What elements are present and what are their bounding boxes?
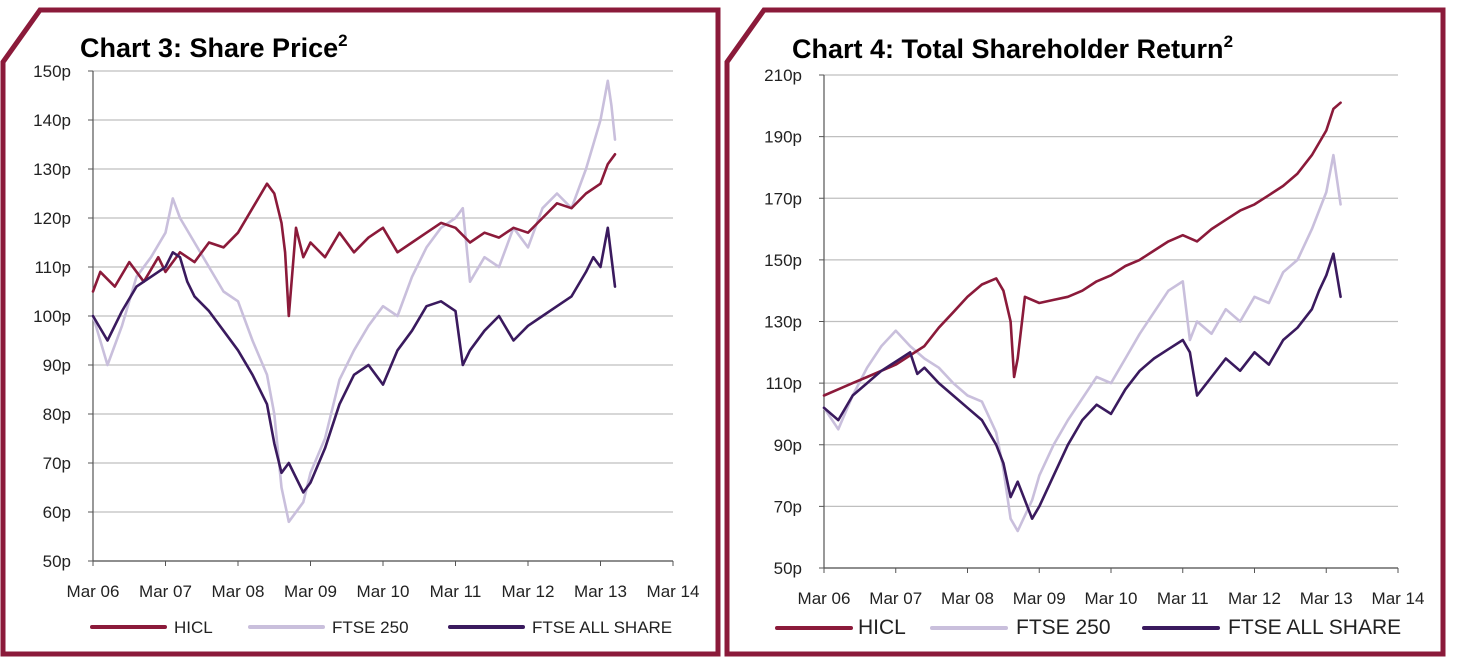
- y-tick-label: 90p: [43, 356, 71, 375]
- share-price-chart: Chart 3: Share Price2 50p 60p 70p 80p 90p 100p…: [0, 7, 721, 657]
- chart-3-panel: Chart 3: Share Price2 50p 60p 70p 80p 90p 100p…: [0, 0, 722, 665]
- x-tick-label: Mar 09: [284, 582, 337, 601]
- chart-frame: [724, 7, 1446, 657]
- y-tick-label: 70p: [774, 497, 802, 516]
- y-tick-label: 80p: [43, 405, 71, 424]
- series-line-hicl: [91, 153, 617, 318]
- y-tick-label: 50p: [43, 552, 71, 571]
- y-tick-label: 70p: [43, 454, 71, 473]
- x-tick-label: Mar 07: [139, 582, 192, 601]
- y-tick-label: 140p: [33, 111, 71, 130]
- x-tick-label: Mar 08: [212, 582, 265, 601]
- y-tick-label: 60p: [43, 503, 71, 522]
- chart-4-panel: Chart 4: Total Shareholder Return2 50p 70p…: [724, 0, 1462, 665]
- y-tick-label: 190p: [764, 128, 802, 147]
- x-tick-label: Mar 14: [647, 582, 700, 601]
- y-tick-label: 110p: [34, 258, 71, 277]
- chart-title: Chart 4: Total Shareholder Return2: [792, 32, 1233, 64]
- chart-title-superscript: 2: [1224, 32, 1233, 51]
- y-tick-label: 110p: [765, 374, 802, 393]
- x-tick-label: Mar 10: [1085, 589, 1138, 608]
- x-tick-label: Mar 13: [1300, 589, 1353, 608]
- y-tick-label: 100p: [33, 307, 71, 326]
- x-tick-label: Mar 06: [798, 589, 851, 608]
- x-tick-label: Mar 08: [941, 589, 994, 608]
- x-tick-label: Mar 11: [430, 582, 482, 601]
- x-tick-label: Mar 09: [1013, 589, 1066, 608]
- legend-label: FTSE 250: [1016, 616, 1111, 639]
- chart-title-superscript: 2: [338, 31, 347, 50]
- x-tick-label: Mar 13: [574, 582, 627, 601]
- x-tick-label: Mar 11: [1157, 589, 1209, 608]
- y-tick-label: 130p: [33, 160, 71, 179]
- legend-label: FTSE ALL SHARE: [1228, 616, 1401, 639]
- y-tick-label: 210p: [764, 66, 802, 85]
- legend-label: HICL: [858, 616, 906, 639]
- legend-label: FTSE 250: [332, 618, 409, 637]
- x-tick-label: Mar 14: [1372, 589, 1425, 608]
- legend-label: FTSE ALL SHARE: [532, 618, 672, 637]
- series-line-ftse-all-share: [91, 226, 617, 494]
- x-tick-label: Mar 10: [357, 582, 410, 601]
- chart-title: Chart 3: Share Price2: [80, 31, 348, 63]
- x-tick-label: Mar 07: [869, 589, 922, 608]
- y-tick-label: 150p: [764, 251, 802, 270]
- y-tick-label: 170p: [764, 189, 802, 208]
- y-tick-label: 150p: [33, 62, 71, 81]
- series-line-ftse-250: [91, 79, 617, 524]
- y-tick-label: 130p: [764, 313, 802, 332]
- series-line-ftse-250: [822, 153, 1342, 533]
- y-tick-label: 90p: [774, 436, 802, 455]
- chart-frame: [0, 7, 721, 657]
- y-tick-label: 120p: [33, 209, 71, 228]
- series-line-hicl: [822, 101, 1342, 397]
- total-shareholder-return-chart: Chart 4: Total Shareholder Return2 50p 70p…: [724, 7, 1446, 657]
- x-tick-label: Mar 12: [1228, 589, 1281, 608]
- x-tick-label: Mar 06: [67, 582, 120, 601]
- x-tick-label: Mar 12: [502, 582, 555, 601]
- y-tick-label: 50p: [774, 559, 802, 578]
- series-line-ftse-all-share: [822, 252, 1342, 521]
- legend-label: HICL: [174, 618, 213, 637]
